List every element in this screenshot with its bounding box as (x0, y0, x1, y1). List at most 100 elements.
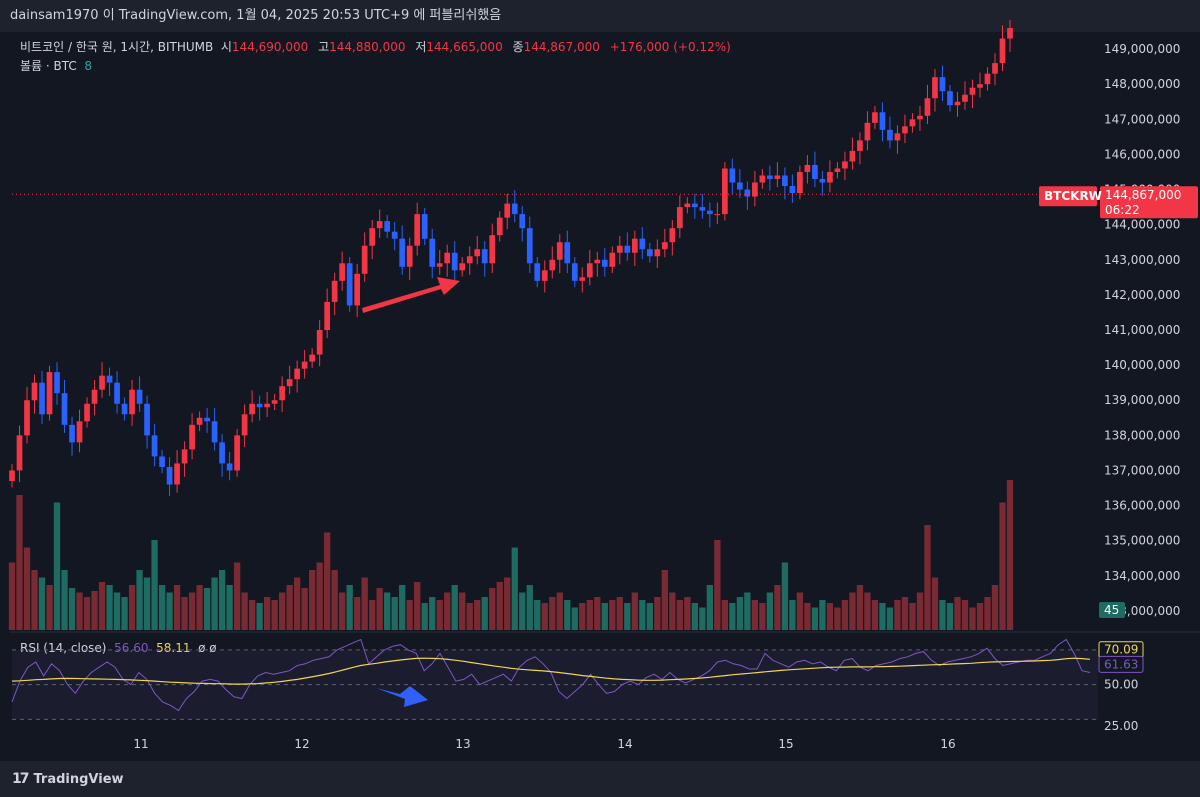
candle (46, 365, 53, 421)
candle (69, 416, 75, 456)
candle (159, 450, 165, 474)
candle-body (436, 263, 443, 267)
candle-body (932, 77, 938, 99)
candle-body (271, 400, 278, 404)
volume-bar (646, 603, 653, 630)
volume-bar (939, 600, 946, 630)
volume-bar (631, 592, 638, 630)
rsi-label[interactable]: RSI (14, close) (20, 641, 107, 655)
candle (586, 249, 593, 286)
candle-body (564, 242, 571, 264)
candle (309, 348, 316, 368)
candle (256, 395, 263, 421)
time-tick-label: 12 (294, 737, 309, 751)
volume-label[interactable]: 볼륨 · BTC (20, 59, 77, 73)
price-chart[interactable]: 149,000,000 148,000,000 147,000,000 146,000… (0, 0, 1200, 761)
symbol-name[interactable]: 비트코인 / 한국 원, 1시간, BITHUMB (20, 40, 214, 54)
volume-bar (571, 607, 578, 630)
candle-body (676, 207, 683, 229)
volume-bar (714, 540, 721, 630)
volume-bar (316, 562, 323, 630)
time-tick-label: 11 (133, 737, 148, 751)
volume-badge-label: 45 (1104, 603, 1119, 617)
candle-body (534, 263, 541, 281)
candle-body (444, 252, 451, 264)
candle-body (872, 112, 878, 123)
candle-body (954, 101, 961, 106)
candle-body (782, 175, 788, 187)
candle-body (354, 273, 361, 306)
volume-bar (879, 603, 886, 630)
volume-bar (286, 585, 293, 630)
candle (706, 202, 713, 228)
candle (481, 241, 488, 277)
volume-bar (226, 585, 233, 630)
candle (234, 429, 240, 477)
volume-bar (369, 600, 376, 630)
candle-body (661, 242, 668, 250)
candle (61, 379, 68, 433)
candle-body (399, 238, 406, 267)
candle-body (166, 466, 173, 485)
candle-body (909, 119, 916, 127)
tradingview-logo[interactable]: 17 TradingView (12, 771, 124, 787)
symbol-legend: 비트코인 / 한국 원, 1시간, BITHUMB 시144,690,000 고… (20, 38, 737, 76)
candle-body (969, 87, 976, 95)
high-value: 144,880,000 (329, 40, 406, 54)
candle-body (219, 442, 225, 464)
volume-bar (196, 585, 203, 630)
candle (39, 371, 45, 425)
volume-bar (293, 577, 301, 630)
blue-arrow-annotation (376, 686, 428, 707)
volume-bar (46, 585, 53, 630)
candle-body (24, 400, 30, 436)
candle-body (459, 263, 466, 271)
rsi-levels (12, 649, 1098, 720)
candle-body (504, 203, 511, 218)
candle-body (579, 277, 586, 281)
volume-bar (301, 588, 308, 630)
candle (977, 72, 983, 98)
candle (842, 151, 848, 181)
volume-bar (489, 588, 496, 630)
candle (219, 434, 225, 477)
volume-bar (819, 600, 826, 630)
candle (406, 237, 413, 281)
candle-body (361, 245, 368, 274)
volume-bar (954, 597, 961, 630)
volume-bar (849, 592, 856, 630)
candle-body (1007, 28, 1013, 39)
candle (691, 193, 698, 219)
candle-body (977, 84, 983, 88)
candle-body (744, 189, 751, 197)
candle-body (601, 259, 608, 267)
candle (984, 67, 991, 91)
candle-body (339, 263, 346, 281)
volume-bar (594, 597, 601, 630)
candle (932, 69, 938, 112)
candle (399, 225, 406, 275)
candle (384, 214, 391, 238)
candle (286, 365, 293, 395)
volume-bar (151, 540, 158, 630)
candle (646, 242, 653, 263)
high-label: 고 (318, 40, 330, 54)
candle-body (144, 403, 150, 436)
candle (902, 114, 908, 144)
candle-body (196, 417, 203, 425)
candle (136, 376, 143, 412)
price-tick-label: 134,000,000 (1104, 569, 1180, 583)
candle-body (346, 263, 353, 306)
volume-bar (61, 570, 68, 630)
volume-bar (136, 570, 143, 630)
candle-body (241, 414, 248, 436)
candle (954, 91, 961, 117)
volume-bar (886, 607, 894, 630)
volume-bar (376, 588, 383, 630)
volume-bar (976, 603, 984, 630)
price-tick-label: 140,000,000 (1104, 358, 1180, 372)
volume-bar (909, 603, 916, 630)
candle (489, 223, 496, 274)
brand-name: TradingView (33, 771, 124, 787)
annotations (362, 277, 460, 707)
